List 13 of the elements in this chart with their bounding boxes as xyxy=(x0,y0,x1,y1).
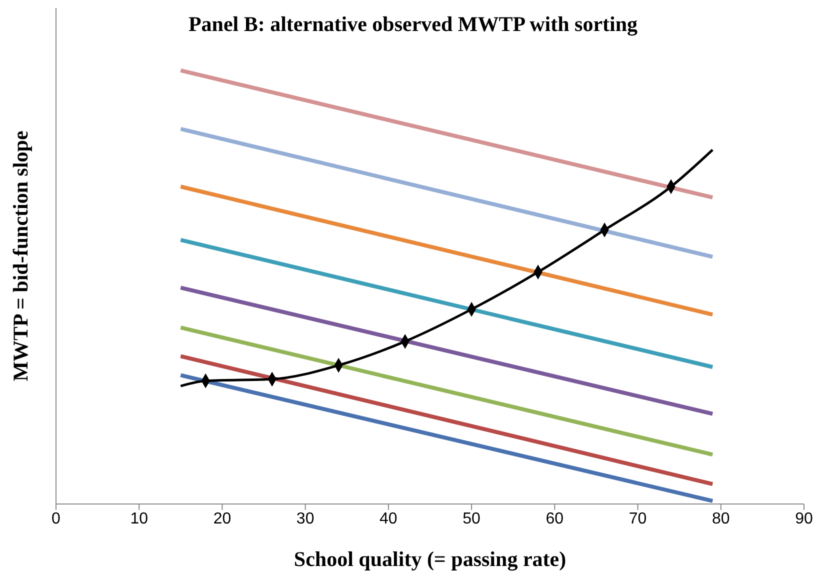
y-axis-title: MWTP = bid-function slope xyxy=(8,130,32,382)
x-tick-label: 20 xyxy=(213,510,232,528)
x-tick-label: 40 xyxy=(380,510,398,528)
x-tick-label: 90 xyxy=(795,510,813,528)
chart-title: Panel B: alternative observed MWTP with sorting xyxy=(187,12,639,37)
x-tick-label: 30 xyxy=(296,510,314,528)
x-axis-title: School quality (= passing rate) xyxy=(294,547,566,571)
x-tick-label: 0 xyxy=(52,510,61,528)
x-tick-label: 70 xyxy=(628,510,647,528)
x-tick-label: 50 xyxy=(462,510,481,528)
x-tick-label: 80 xyxy=(712,510,730,528)
x-tick-label: 60 xyxy=(546,510,564,528)
x-tick-label: 10 xyxy=(130,510,148,528)
